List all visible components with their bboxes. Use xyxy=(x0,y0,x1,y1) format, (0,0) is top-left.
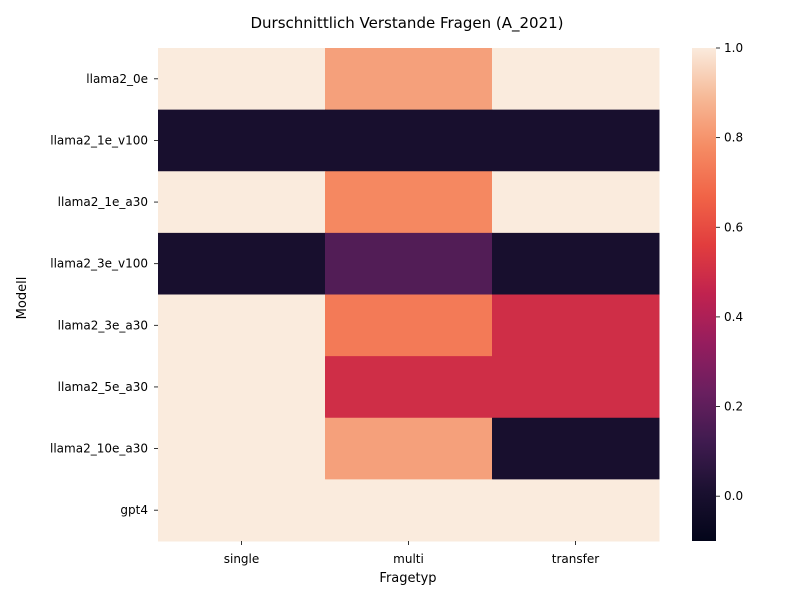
y-tick-label: llama2_3e_v100 xyxy=(50,257,148,271)
heatmap-cell xyxy=(325,232,493,295)
colorbar xyxy=(692,48,716,541)
y-tick-label: llama2_0e xyxy=(86,72,148,86)
heatmap-cell xyxy=(492,232,660,295)
y-tick-labels: llama2_0e llama2_1e_v100 llama2_1e_a30llam… xyxy=(50,72,158,517)
x-tick-label: multi xyxy=(393,552,424,566)
y-tick-label: llama2_10e_a30 xyxy=(50,442,148,456)
heatmap-cell xyxy=(158,356,326,419)
heatmap-cell xyxy=(158,232,326,295)
heatmap-cell xyxy=(325,171,493,234)
heatmap-cell xyxy=(325,479,493,542)
colorbar-tick-label: 0.0 xyxy=(724,489,743,503)
y-tick-label: llama2_1e_a30 xyxy=(58,195,148,209)
heatmap-cells xyxy=(158,48,660,542)
y-axis-label: Modell xyxy=(15,277,30,320)
x-tick-label: transfer xyxy=(552,552,599,566)
x-axis-label: Fragetyp xyxy=(379,571,436,586)
heatmap-cell xyxy=(158,294,326,357)
heatmap-cell xyxy=(158,48,326,111)
y-tick-label: llama2_1e_v100 xyxy=(50,133,148,147)
colorbar-tick-label: 0.8 xyxy=(724,131,743,145)
heatmap-cell xyxy=(158,171,326,234)
heatmap-cell xyxy=(325,109,493,172)
x-tick-label: single xyxy=(224,552,260,566)
heatmap-cell xyxy=(492,48,660,111)
heatmap-cell xyxy=(325,417,493,480)
heatmap-cell xyxy=(325,356,493,419)
x-tick-labels: single multi transfer xyxy=(224,541,599,566)
colorbar-tick-label: 0.6 xyxy=(724,220,743,234)
heatmap-cell xyxy=(158,109,326,172)
colorbar-tick-label: 1.0 xyxy=(724,41,743,55)
colorbar-tick-label: 0.4 xyxy=(724,310,743,324)
heatmap-cell xyxy=(492,356,660,419)
heatmap-cell xyxy=(325,48,493,111)
y-tick-label: llama2_3e_a30 xyxy=(58,318,148,332)
heatmap-cell xyxy=(158,417,326,480)
y-tick-label: llama2_5e_a30 xyxy=(58,380,148,394)
heatmap-cell xyxy=(492,479,660,542)
heatmap-cell xyxy=(325,294,493,357)
heatmap-cell xyxy=(492,109,660,172)
y-tick-label: gpt4 xyxy=(120,503,148,517)
heatmap-cell xyxy=(158,479,326,542)
heatmap-cell xyxy=(492,417,660,480)
chart-title: Durschnittlich Verstande Fragen (A_2021) xyxy=(250,14,563,33)
heatmap-cell xyxy=(492,171,660,234)
heatmap-cell xyxy=(492,294,660,357)
colorbar-ticks: 1.0 0.8 0.6 0.4 0.2 0.0 xyxy=(716,41,743,503)
colorbar-tick-label: 0.2 xyxy=(724,400,743,414)
